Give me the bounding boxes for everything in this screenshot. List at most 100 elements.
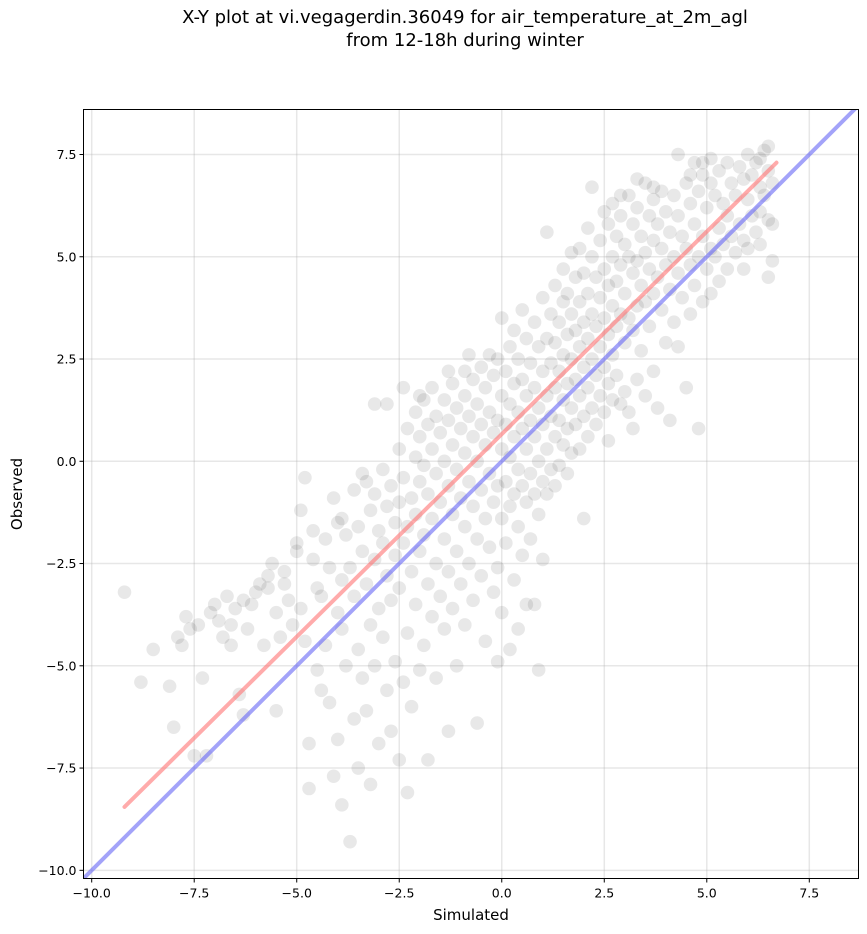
scatter-point xyxy=(540,442,554,456)
scatter-point xyxy=(474,569,489,583)
x-tick-label: −7.5 xyxy=(179,886,209,901)
scatter-point xyxy=(576,266,591,280)
scatter-point xyxy=(294,503,308,518)
scatter-point xyxy=(593,290,607,305)
scatter-point xyxy=(572,339,587,354)
scatter-point xyxy=(613,188,628,203)
scatter-point xyxy=(503,339,517,354)
scatter-point xyxy=(392,581,407,595)
scatter-point xyxy=(421,417,435,432)
scatter-point xyxy=(355,544,370,559)
scatter-point xyxy=(412,389,427,403)
scatter-point xyxy=(560,376,575,391)
scatter-point xyxy=(556,294,571,309)
scatter-point xyxy=(585,401,599,415)
scatter-point xyxy=(568,270,583,285)
scatter-point xyxy=(494,511,509,526)
scatter-point xyxy=(630,200,644,215)
scatter-point xyxy=(531,339,546,354)
scatter-point xyxy=(490,413,505,428)
scatter-point xyxy=(429,556,443,571)
scatter-point xyxy=(568,417,583,432)
y-tick-label: 2.5 xyxy=(57,352,77,367)
scatter-point xyxy=(704,286,718,301)
scatter-point xyxy=(605,393,620,407)
scatter-point xyxy=(745,168,759,182)
scatter-point xyxy=(335,798,349,812)
scatter-point xyxy=(458,389,472,403)
scatter-point xyxy=(519,495,534,509)
scatter-point xyxy=(626,217,640,231)
scatter-point xyxy=(535,474,550,489)
scatter-point xyxy=(642,262,657,276)
scatter-point xyxy=(380,499,394,514)
scatter-point xyxy=(404,699,419,714)
scatter-point xyxy=(695,294,710,309)
scatter-point xyxy=(544,356,558,370)
scatter-point xyxy=(613,209,628,223)
scatter-point xyxy=(617,384,632,399)
scatter-point xyxy=(507,429,521,444)
scatter-point xyxy=(720,262,735,276)
scatter-point xyxy=(646,233,661,248)
scatter-point xyxy=(560,286,575,301)
scatter-point xyxy=(765,254,780,268)
scatter-point xyxy=(548,479,562,493)
scatter-point xyxy=(134,675,148,689)
scatter-point xyxy=(236,593,251,608)
scatter-point xyxy=(601,217,616,231)
scatter-point xyxy=(654,241,669,256)
scatter-point xyxy=(515,421,530,436)
scatter-point xyxy=(482,540,497,554)
scatter-point xyxy=(499,474,513,489)
x-tick-label: 5.0 xyxy=(697,886,717,901)
scatter-point xyxy=(445,438,460,452)
x-tick-label: 0.0 xyxy=(492,886,512,901)
scatter-point xyxy=(507,573,521,587)
scatter-point xyxy=(371,736,386,751)
scatter-point xyxy=(630,372,644,387)
scatter-point xyxy=(429,671,443,685)
scatter-point xyxy=(556,438,571,452)
scatter-point xyxy=(634,278,648,293)
scatter-point xyxy=(564,307,579,321)
scatter-point xyxy=(605,196,620,211)
scatter-point xyxy=(343,834,357,849)
scatter-point xyxy=(162,679,177,694)
grid-lines xyxy=(83,109,859,879)
scatter-point xyxy=(507,376,521,391)
scatter-point xyxy=(572,389,587,403)
scatter-point xyxy=(540,225,554,240)
scatter-point xyxy=(519,597,534,612)
scatter-point xyxy=(417,458,431,473)
scatter-point xyxy=(322,695,337,710)
scatter-point xyxy=(470,397,484,411)
scatter-point xyxy=(371,601,386,616)
scatter-point xyxy=(392,495,407,509)
scatter-point xyxy=(494,311,509,325)
scatter-point xyxy=(601,376,616,391)
y-tick-label: 7.5 xyxy=(57,147,77,162)
scatter-point xyxy=(212,614,226,628)
scatter-point xyxy=(535,552,550,567)
scatter-point xyxy=(732,159,747,174)
scatter-point xyxy=(560,327,575,342)
scatter-point xyxy=(531,454,546,469)
scatter-point xyxy=(417,393,431,407)
scatter-point xyxy=(757,143,771,158)
scatter-point xyxy=(642,319,657,334)
scatter-point xyxy=(244,597,259,612)
scatter-point xyxy=(540,331,554,346)
scatter-point xyxy=(253,577,267,591)
scatter-point xyxy=(720,155,735,170)
scatter-point xyxy=(224,618,238,632)
scatter-point xyxy=(347,483,361,497)
scatter-point xyxy=(490,560,505,575)
scatter-point xyxy=(400,421,415,436)
scatter-point xyxy=(347,589,361,604)
scatter-point xyxy=(609,368,624,383)
scatter-point xyxy=(314,589,329,604)
scatter-point xyxy=(601,278,616,293)
scatter-point xyxy=(704,151,718,166)
scatter-point xyxy=(437,454,452,469)
